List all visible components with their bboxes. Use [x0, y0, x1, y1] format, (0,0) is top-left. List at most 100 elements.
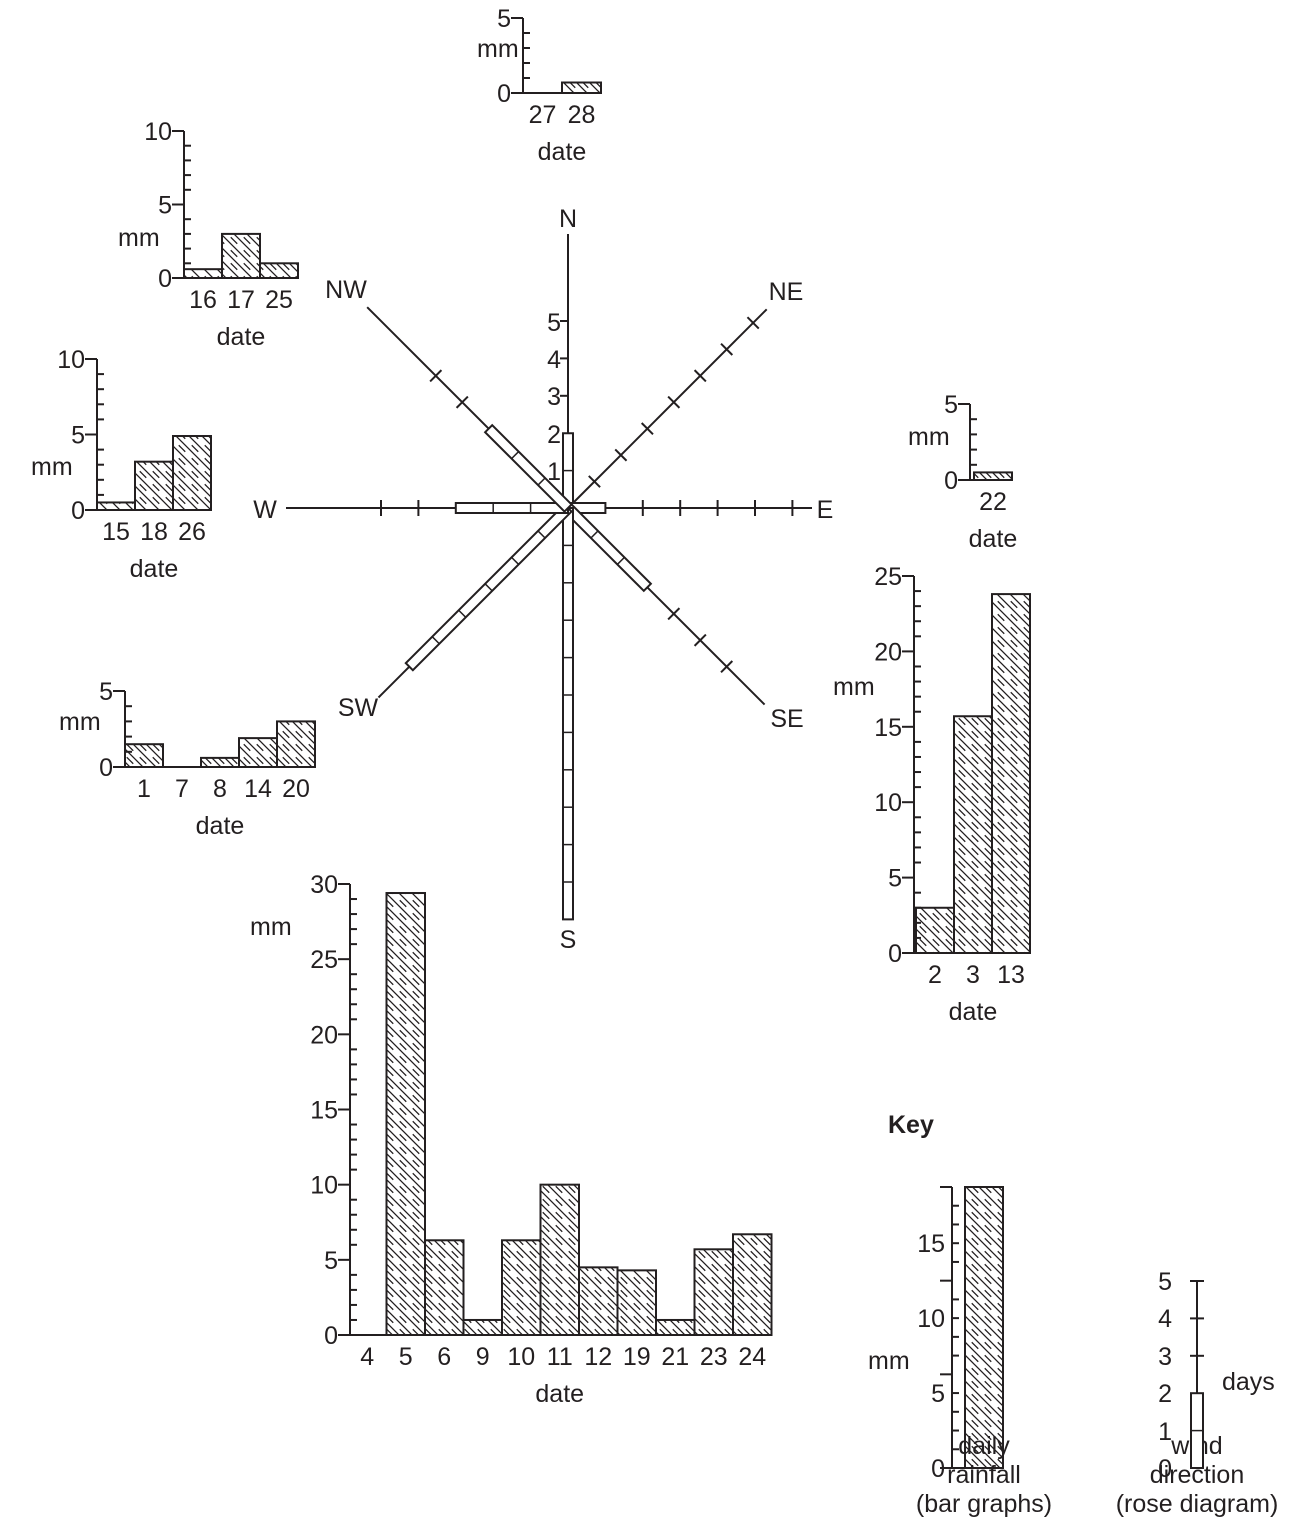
rose-scale-label: 4 [547, 346, 561, 374]
y-tick-label: 0 [497, 80, 511, 108]
bar-nw-17 [221, 232, 261, 279]
key-rain-caption: rainfall [947, 1461, 1021, 1489]
rose-scale-label: 5 [547, 309, 561, 337]
y-tick-label: 10 [310, 1172, 338, 1200]
rose-scale-label: 2 [547, 421, 561, 449]
y-tick-label: 0 [944, 467, 958, 495]
y-tick-label: 5 [944, 391, 958, 419]
x-tick-label: 19 [623, 1343, 651, 1371]
x-tick-label: 27 [529, 101, 557, 129]
y-axis-label: mm [477, 35, 519, 63]
x-tick-label: 14 [244, 775, 272, 803]
key-rose-caption: direction [1150, 1461, 1245, 1489]
bar-w-26 [172, 435, 212, 512]
x-tick-label: 17 [227, 286, 255, 314]
x-tick-label: 21 [661, 1343, 689, 1371]
rose-bar-w [454, 502, 569, 514]
y-axis-label: mm [833, 673, 875, 701]
rose-axis-tick [588, 475, 601, 488]
key-rose-tick: 0 [1158, 1455, 1172, 1483]
bar-n-28 [561, 81, 602, 94]
bar-s-11 [539, 1183, 580, 1336]
bar-s-9 [462, 1318, 503, 1337]
x-tick-label: 20 [282, 775, 310, 803]
y-tick-label: 15 [310, 1097, 338, 1125]
y-tick-label: 5 [158, 192, 172, 220]
x-tick-label: 5 [399, 1343, 413, 1371]
bar-s-24 [732, 1233, 773, 1336]
bar-sw-1 [124, 743, 164, 769]
x-tick-label: 1 [137, 775, 151, 803]
bar-w-18 [134, 460, 174, 511]
y-tick-label: 0 [888, 940, 902, 968]
bar-sw-14 [238, 737, 278, 768]
x-tick-label: 9 [476, 1343, 490, 1371]
x-tick-label: 4 [360, 1343, 374, 1371]
bar-s-10 [501, 1239, 542, 1337]
key-rose-caption: (rose diagram) [1116, 1490, 1279, 1518]
x-tick-label: 22 [979, 488, 1007, 516]
key-mm-label: mm [868, 1347, 910, 1375]
key-rain-tick: 5 [931, 1380, 945, 1408]
y-tick-label: 0 [158, 265, 172, 293]
y-tick-label: 5 [497, 5, 511, 33]
bar-s-19 [616, 1269, 657, 1337]
compass-label-sw: SW [338, 694, 379, 722]
rose-axis-tick [746, 316, 760, 330]
y-tick-label: 15 [874, 714, 902, 742]
rose-axis-tick [693, 633, 707, 647]
y-tick-label: 0 [99, 754, 113, 782]
y-tick-label: 0 [71, 497, 85, 525]
rose-axis-tick [720, 660, 734, 674]
bar-s-5 [385, 892, 426, 1337]
rose-bar-divider [458, 609, 467, 618]
rose-bar-divider [431, 636, 440, 645]
compass-label-e: E [817, 496, 834, 524]
bar-sw-20 [276, 720, 316, 769]
x-tick-label: 7 [175, 775, 189, 803]
x-tick-label: 6 [437, 1343, 451, 1371]
rose-axis-tick [640, 422, 654, 436]
key-rose-tick: 5 [1158, 1268, 1172, 1296]
key-rain-caption: (bar graphs) [916, 1490, 1052, 1518]
x-tick-label: 12 [584, 1343, 612, 1371]
bar-s-23 [693, 1248, 734, 1337]
rose-axis-tick [429, 369, 443, 383]
compass-label-se: SE [770, 705, 803, 733]
rose-bar-se [563, 503, 653, 593]
key-rose-tick: 4 [1158, 1305, 1172, 1333]
x-tick-label: 3 [966, 961, 980, 989]
y-tick-label: 25 [310, 946, 338, 974]
x-axis-label: date [217, 323, 266, 351]
rose-axis-tick [693, 369, 707, 383]
rose-scale-label: 1 [547, 458, 561, 486]
x-tick-label: 24 [738, 1343, 766, 1371]
x-tick-label: 10 [507, 1343, 535, 1371]
bar-nw-16 [183, 268, 223, 279]
compass-label-n: N [559, 205, 577, 233]
compass-label-nw: NW [325, 276, 367, 304]
key-rose-tick: 2 [1158, 1380, 1172, 1408]
rose-axis-tick [614, 448, 628, 462]
y-tick-label: 25 [874, 563, 902, 591]
bar-se-2 [915, 906, 955, 955]
rose-axis-tick [720, 342, 734, 356]
bar-s-21 [655, 1318, 696, 1337]
x-tick-label: 26 [178, 518, 206, 546]
bar-s-12 [578, 1266, 619, 1336]
y-tick-label: 10 [144, 118, 172, 146]
bar-w-15 [96, 501, 136, 512]
compass-label-w: W [253, 496, 277, 524]
key-rain-tick: 15 [917, 1230, 945, 1258]
y-axis-label: mm [908, 423, 950, 451]
rose-bar-divider [484, 583, 493, 592]
rose-axis-tick [667, 607, 681, 621]
key-rain-tick: 0 [931, 1455, 945, 1483]
y-tick-label: 0 [324, 1322, 338, 1350]
rose-bar-divider [537, 530, 546, 539]
x-axis-label: date [130, 555, 179, 583]
key-rose-tick: 1 [1158, 1418, 1172, 1446]
key-title: Key [888, 1111, 934, 1139]
